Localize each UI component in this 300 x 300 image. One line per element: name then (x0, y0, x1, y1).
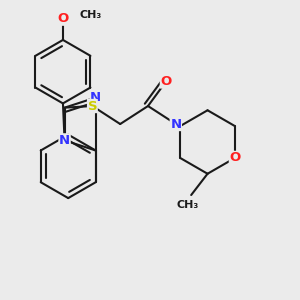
Text: N: N (59, 134, 70, 147)
Text: O: O (230, 152, 241, 164)
Text: N: N (170, 118, 182, 130)
Text: N: N (90, 91, 101, 104)
Text: O: O (160, 75, 172, 88)
Text: O: O (57, 12, 69, 25)
Text: S: S (88, 100, 97, 112)
Text: CH₃: CH₃ (177, 200, 199, 210)
Text: CH₃: CH₃ (79, 11, 102, 20)
